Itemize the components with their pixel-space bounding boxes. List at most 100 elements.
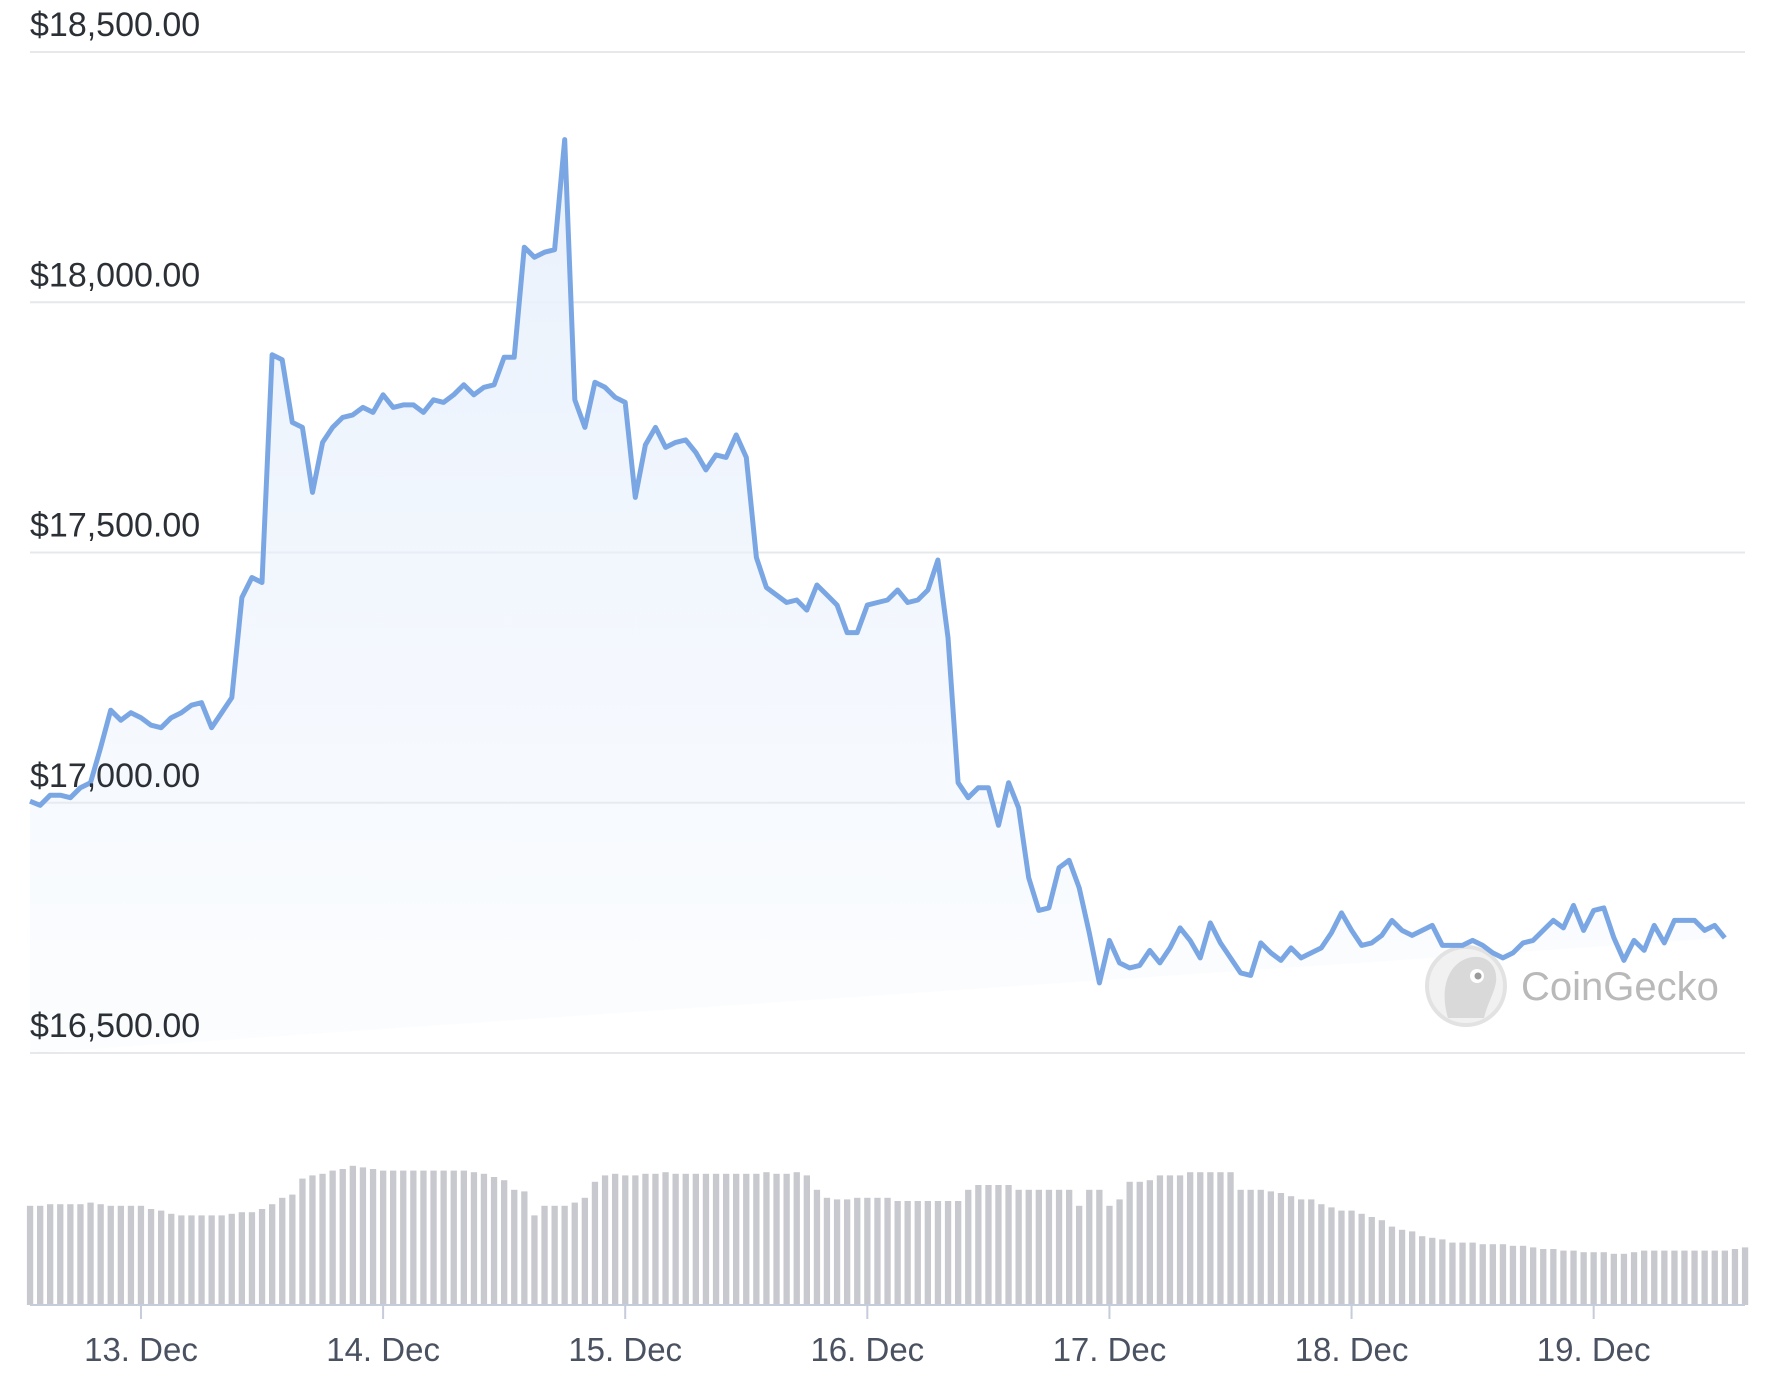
volume-bar xyxy=(147,1209,155,1305)
volume-bar xyxy=(571,1202,578,1305)
volume-bar xyxy=(783,1173,790,1305)
volume-bar xyxy=(854,1197,861,1305)
volume-bar xyxy=(1671,1250,1678,1305)
volume-bar xyxy=(1025,1189,1032,1305)
volume-bar xyxy=(1439,1239,1446,1305)
volume-bar xyxy=(1005,1185,1012,1305)
volume-bar xyxy=(914,1201,921,1305)
x-tick-label: 19. Dec xyxy=(1537,1331,1651,1368)
volume-bar xyxy=(57,1204,64,1305)
volume-bar xyxy=(894,1201,901,1305)
volume-bar xyxy=(460,1170,467,1305)
volume-bar xyxy=(480,1173,488,1305)
volume-bar xyxy=(521,1191,528,1305)
volume-bar xyxy=(97,1204,104,1305)
volume-bar xyxy=(924,1201,931,1305)
volume-bar xyxy=(1076,1205,1083,1305)
volume-bar xyxy=(369,1169,377,1305)
x-tick-label: 14. Dec xyxy=(326,1331,440,1368)
volume-bar xyxy=(1600,1252,1607,1305)
volume-bar xyxy=(1328,1207,1335,1305)
volume-bar xyxy=(1499,1244,1507,1305)
volume-bar xyxy=(420,1170,427,1305)
x-axis: 13. Dec 14. Dec 15. Dec 16. Dec 17. Dec 18. D… xyxy=(30,1304,1745,1368)
volume-bar xyxy=(1156,1175,1164,1305)
volume-bar xyxy=(1721,1250,1728,1305)
volume-bar xyxy=(1560,1250,1567,1305)
volume-bar xyxy=(1106,1205,1113,1305)
volume-bar xyxy=(1651,1250,1658,1305)
volume-bar xyxy=(47,1204,54,1305)
volume-bar xyxy=(1338,1210,1345,1305)
volume-bar xyxy=(188,1215,195,1305)
volume-bar xyxy=(712,1173,720,1305)
y-tick-label: $17,500.00 xyxy=(30,507,200,545)
volume-bar xyxy=(1741,1247,1749,1305)
volume-bar xyxy=(238,1212,245,1305)
volume-bar xyxy=(1661,1250,1668,1305)
volume-bar xyxy=(591,1181,599,1305)
volume-bar xyxy=(380,1170,387,1305)
volume-bar xyxy=(632,1175,639,1305)
volume-bar xyxy=(1550,1249,1557,1305)
volume-bar xyxy=(390,1170,397,1305)
volume-bar xyxy=(934,1201,942,1305)
volume-bar xyxy=(67,1204,74,1305)
volume-bar xyxy=(117,1205,124,1305)
volume-bar xyxy=(561,1205,568,1305)
x-tick-label: 13. Dec xyxy=(84,1331,198,1368)
volume-bar xyxy=(985,1185,992,1305)
volume-bar xyxy=(400,1170,407,1305)
volume-bar xyxy=(541,1205,548,1305)
volume-bar xyxy=(1136,1181,1143,1305)
volume-bar xyxy=(410,1170,417,1305)
volume-bar xyxy=(1388,1226,1396,1305)
volume-bar xyxy=(329,1170,336,1305)
volume-bar xyxy=(1015,1189,1022,1305)
x-tick-label: 16. Dec xyxy=(810,1331,924,1368)
volume-bar xyxy=(1086,1189,1093,1305)
volume-bar xyxy=(874,1197,881,1305)
volume-bar xyxy=(1368,1217,1375,1305)
volume-bar xyxy=(168,1213,175,1305)
volume-bar xyxy=(702,1173,710,1305)
volume-bar xyxy=(692,1173,699,1305)
volume-bar xyxy=(1096,1189,1103,1305)
volume-bar xyxy=(743,1173,750,1305)
y-tick-label: $18,500.00 xyxy=(30,6,200,44)
volume-bar xyxy=(1590,1252,1597,1305)
volume-bar xyxy=(359,1167,367,1305)
volume-bar xyxy=(1580,1252,1587,1305)
volume-bar xyxy=(672,1173,679,1305)
volume-bar xyxy=(1519,1245,1527,1305)
volume-bar xyxy=(682,1173,689,1305)
volume-bar xyxy=(450,1170,457,1305)
coingecko-watermark: CoinGecko xyxy=(1425,945,1719,1027)
price-area xyxy=(30,139,1725,1054)
volume-bar xyxy=(662,1172,669,1305)
volume-bar xyxy=(1429,1237,1436,1305)
volume-bar xyxy=(258,1209,266,1305)
volume-bar xyxy=(1126,1181,1133,1305)
x-tick-label: 17. Dec xyxy=(1053,1331,1167,1368)
volume-bar xyxy=(1217,1172,1224,1305)
volume-bar xyxy=(158,1210,165,1305)
volume-bar xyxy=(1731,1249,1739,1305)
volume-bar xyxy=(955,1201,962,1305)
volume-bar xyxy=(793,1172,800,1305)
volume-bar xyxy=(349,1165,356,1305)
volume-bar xyxy=(1459,1242,1466,1305)
price-area-fill xyxy=(30,139,1725,1054)
volume-bar xyxy=(218,1215,225,1305)
volume-bar xyxy=(1318,1204,1325,1305)
volume-bar xyxy=(1197,1172,1204,1305)
volume-bar xyxy=(723,1173,730,1305)
volume-bar xyxy=(975,1185,982,1305)
volume-bar xyxy=(904,1201,911,1305)
volume-bar xyxy=(87,1202,94,1305)
volume-bar xyxy=(1469,1242,1476,1305)
volume-bar xyxy=(269,1204,276,1305)
volume-bar xyxy=(1298,1199,1305,1305)
volume-bar xyxy=(531,1215,538,1305)
